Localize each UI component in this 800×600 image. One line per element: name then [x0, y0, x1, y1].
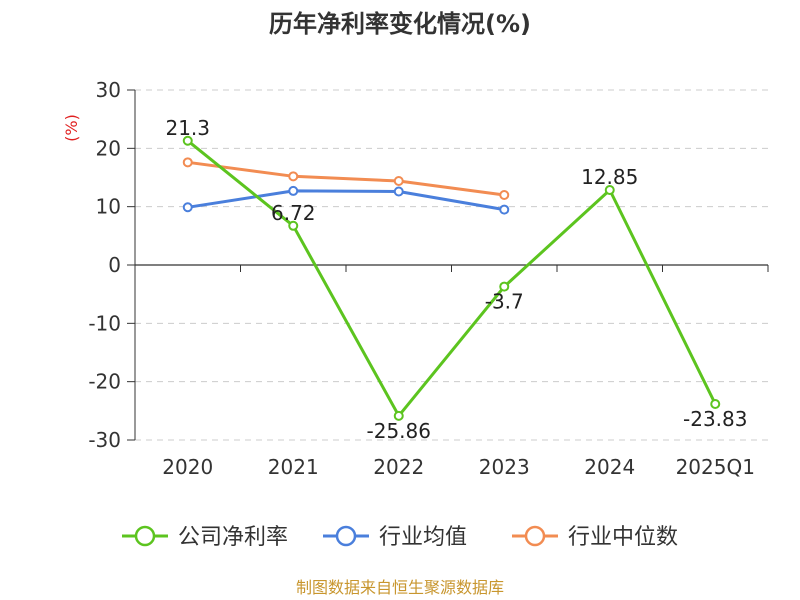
- data-point: [393, 410, 404, 421]
- series-line: [186, 139, 717, 418]
- x-tick-label: 2021: [268, 455, 319, 479]
- y-tick-label: -20: [88, 370, 121, 394]
- y-tick-label: -10: [88, 311, 121, 335]
- x-tick-label: 2020: [162, 455, 213, 479]
- legend-item[interactable]: 公司净利率: [122, 525, 288, 550]
- legend-label: 行业均值: [379, 525, 467, 550]
- data-label: 6.72: [271, 201, 316, 225]
- y-tick-label: 20: [96, 136, 121, 160]
- series-lines: [182, 135, 721, 421]
- y-tick-label: -30: [88, 428, 121, 452]
- data-point: [499, 281, 510, 292]
- y-axis-label: (%): [62, 114, 81, 142]
- legend-marker: [524, 525, 546, 547]
- legend-marker: [335, 525, 357, 547]
- source-note: 制图数据来自恒生聚源数据库: [296, 578, 504, 597]
- data-point: [710, 399, 721, 410]
- data-label: -25.86: [367, 419, 431, 443]
- data-point: [604, 185, 615, 196]
- legend-label: 公司净利率: [178, 525, 288, 550]
- y-tick-label: 30: [96, 78, 121, 102]
- data-labels: 21.3 6.72 -25.86 -3.7 12.85 -23.83: [165, 116, 747, 443]
- data-point: [499, 204, 510, 215]
- legend-item[interactable]: 行业均值: [323, 525, 467, 550]
- data-point: [182, 202, 193, 213]
- data-point: [499, 190, 510, 200]
- x-tick-label: 2024: [584, 455, 635, 479]
- data-label: -3.7: [485, 290, 524, 314]
- data-label: 12.85: [581, 165, 638, 189]
- series-line: [187, 189, 505, 212]
- series-line: [187, 160, 505, 197]
- y-tick-label: 0: [108, 253, 121, 277]
- data-label: -23.83: [683, 407, 747, 431]
- x-tick-label: 2022: [373, 455, 424, 479]
- x-tick-label: 2025Q1: [676, 455, 755, 479]
- data-point: [288, 171, 299, 182]
- legend-item[interactable]: 行业中位数: [512, 525, 678, 550]
- data-point: [182, 135, 193, 146]
- data-label: 21.3: [165, 116, 210, 140]
- legend-label: 行业中位数: [568, 525, 678, 550]
- data-point: [393, 186, 404, 197]
- chart-title: 历年净利率变化情况(%): [269, 10, 531, 38]
- axes: 30 20 10 0 -10 -20 -30 2020 2021 2022 2023 2024 2025…: [88, 78, 769, 479]
- data-point: [288, 185, 299, 196]
- x-tick-label: 2023: [479, 455, 530, 479]
- legend-marker: [134, 525, 156, 547]
- data-point: [288, 220, 299, 231]
- legend[interactable]: 公司净利率 行业均值 行业中位数: [122, 525, 678, 550]
- y-tick-label: 10: [96, 195, 121, 219]
- data-point: [393, 176, 404, 186]
- data-point: [182, 157, 193, 168]
